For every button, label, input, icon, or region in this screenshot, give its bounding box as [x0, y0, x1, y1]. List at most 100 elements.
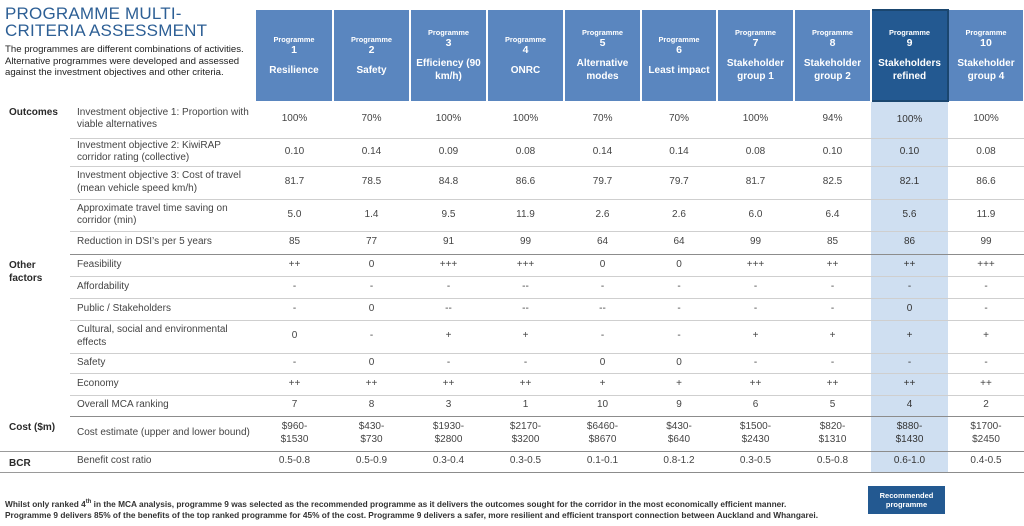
value-cell: - [871, 276, 948, 299]
programme-name: Stakeholders refined [878, 58, 941, 82]
value-cell: 0.8-1.2 [641, 451, 717, 473]
programme-number: 9 [906, 37, 913, 49]
value-cell: $820- $1310 [794, 416, 871, 452]
value-cell: 100% [948, 101, 1024, 139]
value-cell: 99 [487, 231, 564, 255]
value-cell: - [794, 353, 871, 374]
programme-name: Stakeholder group 4 [957, 58, 1015, 82]
value-cell: 99 [717, 231, 794, 255]
programme-name: Stakeholder group 2 [803, 58, 862, 82]
programme-8-header: Programme 8 Stakeholder group 2 [794, 10, 872, 101]
value-cell: - [717, 353, 794, 374]
value-cell: 0.09 [410, 138, 487, 167]
value-cell: 6.4 [794, 199, 871, 232]
programme-2-header: Programme 2 Safety [333, 10, 411, 101]
value-cell: 9.5 [410, 199, 487, 232]
criterion-label: Economy [70, 373, 256, 396]
criterion-label: Cost estimate (upper and lower bound) [70, 416, 256, 452]
programme-number: 2 [368, 43, 375, 56]
value-cell: ++ [487, 373, 564, 396]
table-row: Overall MCA ranking 7 8 3 1 10 9 6 5 4 2 [0, 395, 1024, 417]
programme-label: Programme [888, 28, 931, 37]
value-cell: $6460- $8670 [564, 416, 641, 452]
programme-label: Programme [427, 28, 470, 37]
value-cell: 0.08 [487, 138, 564, 167]
programme-3-header: Programme 3 Efficiency (90 km/h) [410, 10, 488, 101]
value-cell: 5.0 [256, 199, 333, 232]
table-row: Investment objective 3: Cost of travel (… [0, 166, 1024, 200]
value-cell: + [794, 320, 871, 354]
value-cell: 4 [871, 395, 948, 417]
value-cell: $430- $730 [333, 416, 410, 452]
value-cell: - [871, 353, 948, 374]
value-cell: 1.4 [333, 199, 410, 232]
value-cell: + [871, 320, 948, 354]
value-cell: ++ [871, 373, 948, 396]
value-cell: - [256, 353, 333, 374]
criterion-label: Safety [70, 353, 256, 374]
table-row: Approximate travel time saving on corrid… [0, 199, 1024, 232]
value-cell: - [333, 320, 410, 354]
value-cell: 85 [256, 231, 333, 255]
value-cell: 0 [564, 254, 641, 277]
value-cell: $430- $640 [641, 416, 717, 452]
value-cell: ++ [871, 254, 948, 277]
value-cell: $960- $1530 [256, 416, 333, 452]
value-cell: 9 [641, 395, 717, 417]
value-cell: - [717, 276, 794, 299]
value-cell: 70% [333, 101, 410, 139]
value-cell: +++ [410, 254, 487, 277]
recommended-badge: Recommended programme [868, 486, 945, 514]
value-cell: 0 [256, 320, 333, 354]
table-row: Reduction in DSI’s per 5 years 85 77 91 99 64… [0, 231, 1024, 255]
value-cell: $1700- $2450 [948, 416, 1024, 452]
value-cell: 79.7 [641, 166, 717, 200]
footnote-line-2: Programme 9 delivers 85% of the benefits… [5, 510, 818, 521]
page-title: PROGRAMME MULTI-CRITERIA ASSESSMENT [5, 4, 208, 40]
value-cell: 2 [948, 395, 1024, 417]
intro-text: The programmes are different combination… [5, 44, 244, 78]
group-label: Outcomes [9, 107, 58, 118]
programme-name: Safety [356, 64, 387, 76]
value-cell: 82.1 [871, 166, 948, 200]
programme-name: ONRC [510, 64, 541, 76]
criterion-label: Public / Stakeholders [70, 298, 256, 321]
value-cell: - [794, 276, 871, 299]
value-cell: 100% [717, 101, 794, 139]
criterion-label: Investment objective 3: Cost of travel (… [70, 166, 256, 200]
value-cell: 0.10 [794, 138, 871, 167]
programme-number: 1 [291, 43, 297, 56]
value-cell: 0.10 [256, 138, 333, 167]
value-cell: - [948, 276, 1024, 299]
criterion-label: Benefit cost ratio [70, 451, 256, 473]
programme-name: Stakeholder group 1 [726, 58, 785, 82]
programme-name: Least impact [648, 64, 710, 76]
criterion-label: Investment objective 1: Proportion with … [70, 101, 256, 139]
group-label: Cost ($m) [0, 416, 70, 452]
value-cell: 0.5-0.9 [333, 451, 410, 473]
value-cell: 10 [564, 395, 641, 417]
value-cell: 0.3-0.4 [410, 451, 487, 473]
value-cell: 0.3-0.5 [717, 451, 794, 473]
value-cell: ++ [948, 373, 1024, 396]
criterion-label: Investment objective 2: KiwiRAP corridor… [70, 138, 256, 167]
value-cell: 91 [410, 231, 487, 255]
value-cell: 3 [410, 395, 487, 417]
value-cell: - [333, 276, 410, 299]
value-cell: + [564, 373, 641, 396]
value-cell: 85 [794, 231, 871, 255]
value-cell: 0 [641, 254, 717, 277]
value-cell: 0 [641, 353, 717, 374]
value-cell: 64 [641, 231, 717, 255]
table-row: Other factors Feasibility ++ 0 +++ +++ 0 0 +++ ++… [0, 254, 1024, 284]
value-cell: $880- $1430 [871, 416, 948, 452]
programme-header-row: Programme 1 Resilience Programme 2 Safety Prog… [0, 9, 1024, 102]
value-cell: - [641, 320, 717, 354]
programme-6-header: Programme 6 Least impact [641, 10, 718, 101]
programme-1-header: Programme 1 Resilience [256, 10, 334, 101]
programme-number: 10 [980, 37, 992, 49]
programme-4-header: Programme 4 ONRC [487, 10, 565, 101]
value-cell: ++ [794, 254, 871, 277]
value-cell: - [948, 298, 1024, 321]
value-cell: 0.5-0.8 [256, 451, 333, 473]
